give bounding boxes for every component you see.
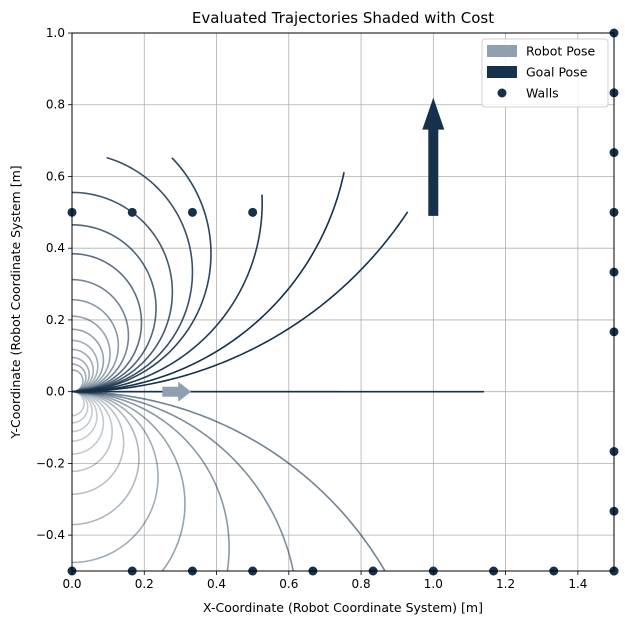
tick-layer: 0.0 0.2 0.4 0.6 0.8 1.0 1.2 1.4 −0.4 −0.2 0.0 0.2 0.… <box>36 26 588 591</box>
trajectory-line <box>72 156 194 393</box>
trajectory-line <box>72 356 91 393</box>
y-tick-label: 0.0 <box>46 385 65 399</box>
legend: Robot Pose Goal Pose Walls <box>481 38 609 108</box>
trajectory-line <box>72 390 89 424</box>
trajectory-line <box>72 369 84 393</box>
trajectory-line <box>72 390 105 455</box>
trajectory-line <box>72 363 87 393</box>
trajectory-line <box>72 278 130 393</box>
x-tick-label: 1.0 <box>424 577 443 591</box>
legend-swatch <box>487 66 517 78</box>
x-tick-label: 0.6 <box>279 577 298 591</box>
legend-label: Robot Pose <box>526 44 595 59</box>
legend-label: Walls <box>526 86 559 101</box>
plot-frame <box>71 32 615 572</box>
trajectory-line <box>72 298 120 393</box>
grid-lines <box>71 32 614 571</box>
x-axis-label: X-Coordinate (Robot Coordinate System) [… <box>203 600 483 615</box>
y-tick-label: 1.0 <box>46 26 65 40</box>
wall-marker <box>127 207 137 217</box>
trajectory-line <box>72 211 409 393</box>
y-tick-label: 0.2 <box>46 313 65 327</box>
x-tick-label: 0.2 <box>135 577 154 591</box>
legend-label: Goal Pose <box>526 65 588 80</box>
trajectory-line <box>72 390 386 571</box>
y-tick-label: 0.8 <box>46 98 65 112</box>
chart-title: Evaluated Trajectories Shaded with Cost <box>192 9 494 27</box>
y-tick-label: 0.4 <box>46 241 65 255</box>
wall-marker <box>187 207 197 217</box>
trajectory-line <box>72 390 295 571</box>
trajectory-layer <box>72 156 484 571</box>
trajectory-line <box>72 390 85 417</box>
trajectory-line <box>72 252 143 393</box>
marker-layer <box>67 28 619 576</box>
wall-marker <box>248 207 258 217</box>
y-tick-label: 0.6 <box>46 169 65 183</box>
trajectory-line <box>72 390 125 495</box>
x-tick-label: 1.4 <box>568 577 587 591</box>
trajectory-line <box>72 171 345 393</box>
x-tick-label: 0.4 <box>207 577 226 591</box>
trajectory-line <box>72 339 99 393</box>
y-tick-label: −0.2 <box>36 456 65 470</box>
trajectory-line <box>72 348 95 393</box>
trajectory-line <box>72 191 174 393</box>
x-tick-label: 1.2 <box>496 577 515 591</box>
legend-swatch <box>487 45 517 57</box>
trajectory-line <box>72 224 157 393</box>
y-axis-label: Y-Coordinate (Robot Coordinate System [m… <box>8 165 23 439</box>
trajectory-line <box>72 390 230 571</box>
trajectory-line <box>72 157 212 393</box>
trajectory-line <box>72 328 105 393</box>
trajectory-line <box>72 390 93 433</box>
x-tick-label: 0.8 <box>352 577 371 591</box>
trajectory-line <box>72 390 98 442</box>
robot-pose-arrow <box>162 381 192 402</box>
trajectory-line <box>72 390 140 526</box>
trajectory-line <box>72 390 186 571</box>
y-tick-label: −0.4 <box>36 528 65 542</box>
goal-pose-arrow <box>422 97 445 216</box>
x-tick-label: 0.0 <box>62 577 81 591</box>
trajectory-line <box>72 194 263 393</box>
trajectory-line <box>72 390 159 564</box>
trajectory-line <box>72 390 113 473</box>
legend-marker <box>497 88 507 98</box>
